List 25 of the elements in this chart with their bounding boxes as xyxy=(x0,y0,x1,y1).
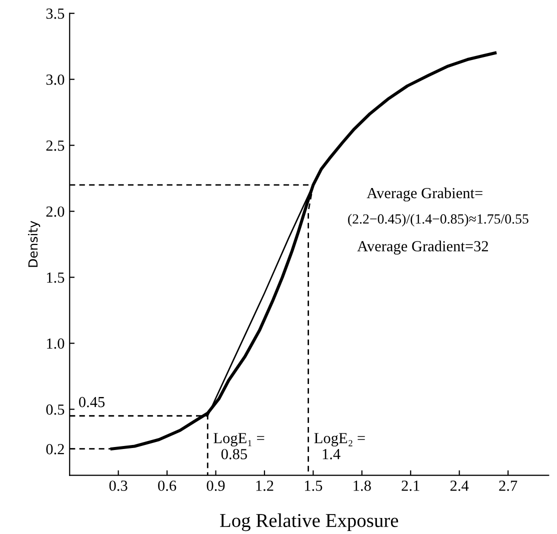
annotation: Average Gradient=32 xyxy=(357,240,488,255)
annotation: LogE₁ = 0.85 xyxy=(214,433,264,460)
x-tick-label: 0.3 xyxy=(109,480,128,491)
y-tick-label: 0.2 xyxy=(46,444,64,454)
y-tick-label: 1.0 xyxy=(47,338,64,349)
y-tick-label: 2.5 xyxy=(46,140,64,151)
y-axis-title: Density xyxy=(28,220,40,267)
y-tick-label: 1.5 xyxy=(47,272,64,283)
annotation: 0.45 xyxy=(79,396,105,408)
x-tick-label: 0.9 xyxy=(206,480,225,491)
y-tick-label: 3.0 xyxy=(46,74,64,85)
x-tick-label: 1.2 xyxy=(256,480,274,491)
x-tick-label: 2.4 xyxy=(450,480,469,491)
annotation: Average Grabient= xyxy=(366,188,482,202)
x-tick-label: 1.8 xyxy=(354,480,371,491)
annotation: (2.2−0.45)/(1.4−0.85)≈1.75/0.55 xyxy=(348,214,528,226)
x-tick-label: 0.6 xyxy=(158,480,176,491)
x-axis-title: Log Relative Exposure xyxy=(220,513,398,532)
x-tick-label: 1.5 xyxy=(304,480,322,491)
x-tick-label: 2.7 xyxy=(499,480,518,491)
y-tick-label: 2.0 xyxy=(46,206,64,217)
x-tick-label: 2.1 xyxy=(402,480,420,491)
y-tick-label: 0.5 xyxy=(46,404,64,415)
annotation: LogE₂ = 1.4 xyxy=(314,433,365,460)
y-tick-label: 3.5 xyxy=(46,8,64,19)
